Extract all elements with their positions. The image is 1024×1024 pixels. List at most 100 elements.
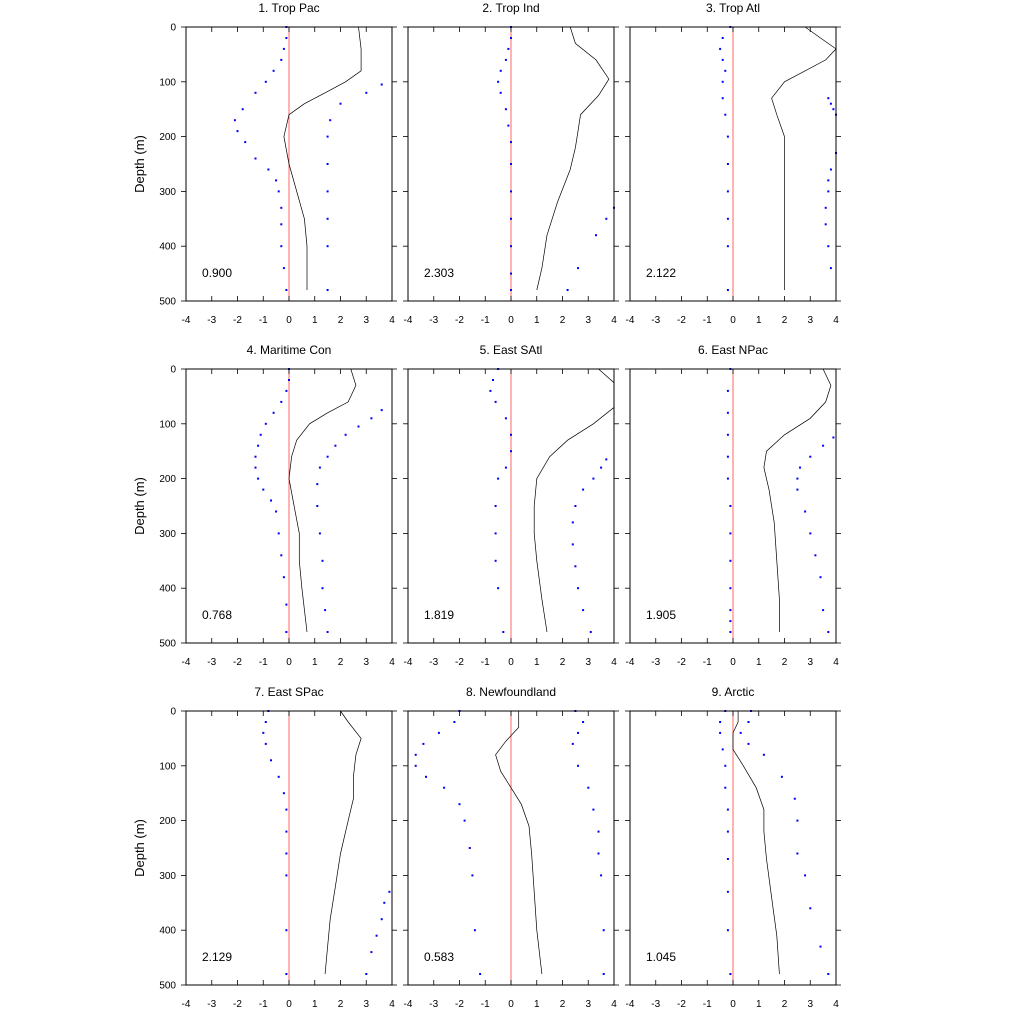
panel-3-dots-right-point bbox=[829, 267, 832, 270]
panel-3-dots-left-point bbox=[721, 97, 724, 100]
panel-7-dots-left-point bbox=[264, 721, 267, 723]
panel-2-dots-left-point bbox=[497, 80, 500, 83]
panel-6-dots-right-point bbox=[809, 532, 812, 535]
panel-7-xtick-label: 3 bbox=[363, 999, 369, 1010]
panel-1-ytick-label: 100 bbox=[159, 77, 176, 88]
panel-5-annotation: 1.819 bbox=[424, 608, 454, 622]
panel-7-ytick-label: 300 bbox=[159, 871, 176, 882]
panel-5-dots-left-point bbox=[504, 417, 507, 420]
panel-4-xtick-label: 0 bbox=[286, 657, 292, 668]
panel-8-dots-left-point bbox=[473, 929, 476, 932]
panel-4-ytick-label: 400 bbox=[159, 584, 176, 595]
panel-1-dots-left-point bbox=[285, 289, 288, 291]
panel-4-ytick-label: 100 bbox=[159, 419, 176, 430]
panel-6-dots-right-point bbox=[822, 444, 825, 447]
panel-7-annotation: 2.129 bbox=[202, 950, 232, 964]
panel-8-dots-left-point bbox=[414, 753, 417, 756]
panel-9-xtick-label: 2 bbox=[782, 999, 788, 1010]
panel-7-xtick-label: 1 bbox=[312, 999, 318, 1010]
panel-9-dots-left-point bbox=[726, 830, 729, 833]
panel-4-ytick-label: 500 bbox=[159, 639, 176, 650]
panel-7-ytick-label: 0 bbox=[170, 707, 176, 718]
panel-1-dots-left-point bbox=[264, 80, 267, 83]
panel-2-xtick-label: -4 bbox=[404, 315, 413, 326]
panel-1-xtick-label: 0 bbox=[286, 315, 292, 326]
panel-4-xtick-label: -4 bbox=[182, 657, 191, 668]
panel-9-dots-right-point bbox=[747, 742, 750, 745]
panel-4-xtick-label: 1 bbox=[312, 657, 318, 668]
panel-6-xtick-label: -1 bbox=[703, 657, 712, 668]
panel-7-title: 7. East SPac bbox=[254, 685, 323, 699]
panel-4-dots-right-point bbox=[370, 417, 373, 420]
panel-5-dots-right-point bbox=[589, 631, 592, 633]
panel-6-xtick-label: 0 bbox=[730, 657, 736, 668]
panel-5-xtick-label: -2 bbox=[455, 657, 464, 668]
panel-1-dots-left-point bbox=[244, 141, 247, 144]
panel-5-dots-left-point bbox=[502, 631, 505, 633]
panel-1-xtick-label: -2 bbox=[233, 315, 242, 326]
panel-7-ytick-label: 400 bbox=[159, 926, 176, 937]
panel-8-dots-left-point bbox=[471, 874, 474, 877]
panel-2-dots-left-point bbox=[510, 289, 512, 291]
panel-8-dots-right-point bbox=[587, 786, 590, 789]
panel-5-series-line bbox=[533, 368, 615, 633]
panel-2-xtick-label: 4 bbox=[611, 315, 617, 326]
panel-5-dots-right-point bbox=[592, 477, 595, 480]
panel-2-dots-left-point bbox=[510, 163, 512, 165]
panel-1-series-line bbox=[283, 26, 362, 290]
panel-3-dots-left-point bbox=[726, 190, 729, 193]
panel-1-dots-right-point bbox=[326, 163, 329, 165]
panel-3-dots-right-point bbox=[824, 206, 827, 209]
panel-1-xtick-label: -4 bbox=[182, 315, 191, 326]
panel-7-xtick-label: -2 bbox=[233, 999, 242, 1010]
panel-4-dots-left-point bbox=[285, 631, 288, 633]
panel-1-dots-left-point bbox=[280, 206, 283, 209]
panel-5-dots-right-point bbox=[582, 609, 585, 612]
panel-8-dots-left-point bbox=[463, 819, 466, 822]
panel-1-ylabel: Depth (m) bbox=[132, 135, 147, 193]
panel-2: -4 -3 -2 -1 0 1 2 3 4 2. Trop Ind 2.303 bbox=[403, 1, 619, 326]
panel-1-ytick-label: 300 bbox=[159, 187, 176, 198]
panel-3-xtick-label: 2 bbox=[782, 315, 788, 326]
panel-9-xtick-label: -4 bbox=[626, 999, 635, 1010]
panel-6-dots-left-point bbox=[729, 559, 732, 562]
panel-1-dots-right-point bbox=[326, 289, 329, 291]
panel-5-dots-left-point bbox=[494, 400, 497, 403]
panel-3-dots-left-point bbox=[726, 289, 729, 291]
panel-3: -4 -3 -2 -1 0 1 2 3 4 3. Trop Atl 2.122 bbox=[625, 1, 841, 326]
panel-6-dots-right-point bbox=[827, 631, 830, 633]
panel-4: -4 -3 -2 -1 0 1 2 3 4 0 100 200 300 400 500 4. Maritime… bbox=[132, 343, 397, 668]
panel-1-dots-left-point bbox=[280, 223, 283, 226]
panel-4-dots-right-point bbox=[324, 609, 327, 612]
panel-1-dots-left-point bbox=[267, 168, 270, 171]
panel-1-dots-right-point bbox=[326, 135, 329, 138]
panel-2-dots-left-point bbox=[507, 47, 510, 50]
panel-2-xtick-label: -3 bbox=[429, 315, 438, 326]
panel-7-dots-left-point bbox=[285, 874, 288, 877]
panel-9-dots-left-point bbox=[719, 731, 722, 734]
panel-4-annotation: 0.768 bbox=[202, 608, 232, 622]
panel-9-dots-right-point bbox=[796, 852, 799, 855]
panel-7-dots-right-point bbox=[375, 934, 378, 937]
panel-6-annotation: 1.905 bbox=[646, 608, 676, 622]
panel-1-ytick-label: 400 bbox=[159, 242, 176, 253]
panel-3-xtick-label: -3 bbox=[651, 315, 660, 326]
panel-5-xtick-label: -1 bbox=[481, 657, 490, 668]
panel-5-xtick-label: 1 bbox=[534, 657, 540, 668]
panel-3-dots-left-point bbox=[726, 163, 729, 165]
panel-9-dots-right-point bbox=[747, 721, 750, 723]
panel-7-ytick-label: 200 bbox=[159, 816, 176, 827]
panel-6-dots-right-point bbox=[832, 436, 835, 439]
panel-8-dots-left-point bbox=[425, 775, 427, 778]
panel-7-dots-left-point bbox=[282, 792, 285, 795]
panel-1-dots-left-point bbox=[233, 119, 236, 122]
panel-9-dots-left-point bbox=[724, 786, 727, 789]
panel-9: -4 -3 -2 -1 0 1 2 3 4 9. Arctic 1.045 bbox=[625, 685, 841, 1010]
panel-8-dots-right-point bbox=[582, 721, 585, 723]
panel-8: -4 -3 -2 -1 0 1 2 3 4 8. Newfoundland 0.583 bbox=[403, 685, 619, 1010]
panel-4-dots-left-point bbox=[280, 554, 283, 557]
panel-5-xtick-label: -4 bbox=[404, 657, 413, 668]
panel-8-dots-left-point bbox=[458, 803, 461, 806]
panel-1-dots-left-point bbox=[282, 267, 285, 270]
panel-2-dots-left-point bbox=[510, 141, 512, 144]
